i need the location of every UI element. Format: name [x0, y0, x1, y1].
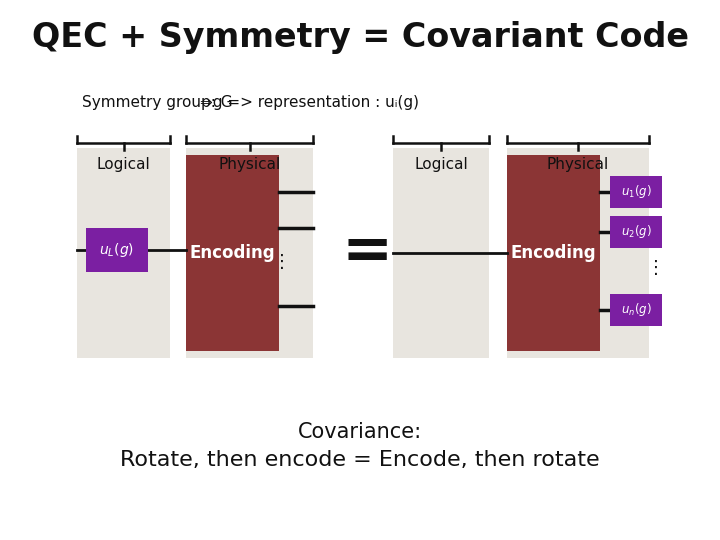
Text: $u_n(g)$: $u_n(g)$ — [621, 301, 652, 319]
Text: Covariance:: Covariance: — [298, 422, 422, 442]
FancyBboxPatch shape — [86, 228, 148, 272]
FancyBboxPatch shape — [77, 148, 170, 358]
Text: $u_L(g)$: $u_L(g)$ — [99, 241, 135, 259]
Text: ⇒g => representation : uᵢ(g): ⇒g => representation : uᵢ(g) — [200, 94, 420, 110]
Text: QEC + Symmetry = Covariant Code: QEC + Symmetry = Covariant Code — [32, 22, 688, 55]
Text: Encoding: Encoding — [510, 244, 596, 262]
Text: Symmetry group: G: Symmetry group: G — [82, 94, 233, 110]
Text: Logical: Logical — [414, 157, 468, 172]
Text: ⋮: ⋮ — [647, 259, 665, 277]
Text: Logical: Logical — [96, 157, 150, 172]
Text: =: = — [341, 224, 392, 282]
FancyBboxPatch shape — [610, 176, 662, 208]
FancyBboxPatch shape — [610, 216, 662, 248]
Text: ⋮: ⋮ — [274, 253, 292, 271]
Text: $u_1(g)$: $u_1(g)$ — [621, 184, 652, 200]
Text: $u_2(g)$: $u_2(g)$ — [621, 224, 652, 240]
Text: Rotate, then encode = Encode, then rotate: Rotate, then encode = Encode, then rotat… — [120, 450, 600, 470]
Text: Encoding: Encoding — [189, 244, 275, 262]
FancyBboxPatch shape — [507, 155, 600, 351]
FancyBboxPatch shape — [186, 155, 279, 351]
Text: Physical: Physical — [218, 157, 281, 172]
FancyBboxPatch shape — [393, 148, 490, 358]
FancyBboxPatch shape — [610, 294, 662, 326]
FancyBboxPatch shape — [186, 148, 313, 358]
Text: Physical: Physical — [546, 157, 609, 172]
FancyBboxPatch shape — [507, 148, 649, 358]
